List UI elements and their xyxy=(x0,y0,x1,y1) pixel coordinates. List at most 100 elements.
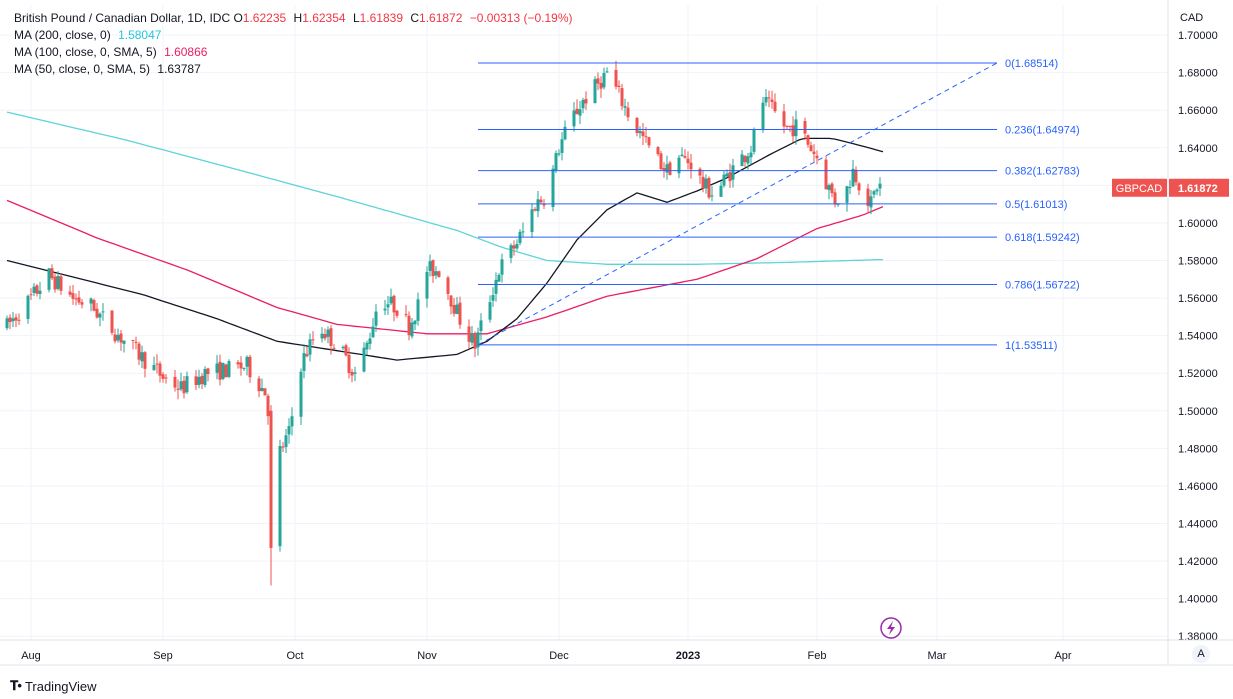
candle-body xyxy=(680,154,684,157)
candle-body xyxy=(854,169,858,183)
price-tick-label: 1.66000 xyxy=(1178,105,1218,117)
time-tick-label: Sep xyxy=(153,650,173,662)
candle-body xyxy=(182,380,186,394)
candle-body xyxy=(491,295,495,301)
candle-body xyxy=(698,168,702,176)
candle-body xyxy=(176,388,180,390)
candle-body xyxy=(581,99,585,109)
ma50-legend[interactable]: MA (50, close, 0, SMA, 5) 1.63787 xyxy=(14,61,577,78)
candle-body xyxy=(134,342,138,344)
ohlc-row: British Pound / Canadian Dollar, 1D, IDC… xyxy=(14,10,577,27)
candle-body xyxy=(173,376,177,388)
price-tick-label: 1.70000 xyxy=(1178,30,1218,42)
candle-body xyxy=(617,85,621,87)
candle-body xyxy=(257,378,261,392)
candle-body xyxy=(131,340,135,342)
candle-body xyxy=(845,186,849,203)
candle-body xyxy=(704,178,708,189)
candle-body xyxy=(362,347,366,372)
candle-body xyxy=(701,176,705,189)
ma100-value: 1.60866 xyxy=(164,45,208,59)
candle-body xyxy=(263,388,267,396)
candle-body xyxy=(236,362,240,365)
candle-body xyxy=(668,162,672,176)
candle-body xyxy=(614,70,618,87)
fib-level-label: 1(1.53511) xyxy=(1005,340,1057,352)
ma200-value: 1.58047 xyxy=(118,28,162,42)
candle-body xyxy=(833,192,837,205)
candle-body xyxy=(38,290,42,294)
candle-body xyxy=(602,73,606,88)
candle-body xyxy=(326,329,330,337)
candle-body xyxy=(245,356,249,367)
candle-body xyxy=(389,296,393,304)
time-tick-label: Feb xyxy=(808,650,827,662)
candle-body xyxy=(515,243,519,249)
candle-body xyxy=(158,363,162,376)
candle-body xyxy=(56,276,60,289)
candle-body xyxy=(488,302,492,320)
time-tick-label: Aug xyxy=(21,650,41,662)
candle-body xyxy=(116,334,120,341)
candle-body xyxy=(95,308,99,318)
candle-body xyxy=(623,106,627,108)
candle-body xyxy=(305,354,309,357)
candle-body xyxy=(536,199,540,212)
price-tick-label: 1.52000 xyxy=(1178,368,1218,380)
price-tick-label: 1.42000 xyxy=(1178,556,1218,568)
symbol-title[interactable]: British Pound / Canadian Dollar, 1D, IDC xyxy=(14,11,231,25)
ma50-path xyxy=(6,137,884,361)
fibonacci-retracement[interactable]: 0(1.68514) 0.236(1.64974) 0.382(1.62783) 0.… xyxy=(477,58,1080,352)
grid xyxy=(0,5,1168,640)
open-label: O xyxy=(233,11,243,25)
price-tick-label: 1.50000 xyxy=(1178,406,1218,418)
ma50-value: 1.63787 xyxy=(157,62,201,76)
candle-body xyxy=(746,156,750,164)
flash-icon[interactable] xyxy=(880,617,902,639)
candle-body xyxy=(452,305,456,314)
ma200-path xyxy=(6,111,884,265)
symbol-badge-bg xyxy=(1112,178,1167,197)
candle-body xyxy=(791,125,795,137)
price-tick-label: 1.64000 xyxy=(1178,143,1218,155)
candle-body xyxy=(848,187,852,189)
candle-body xyxy=(92,300,96,311)
candle-body xyxy=(725,173,729,177)
candle-body xyxy=(767,97,771,99)
ma100-legend[interactable]: MA (100, close, 0, SMA, 5) 1.60866 xyxy=(14,44,577,61)
price-tick-label: 1.68000 xyxy=(1178,68,1218,80)
price-tick-label: 1.48000 xyxy=(1178,443,1218,455)
candle-body xyxy=(599,82,603,89)
candle-body xyxy=(47,268,51,290)
candles[interactable] xyxy=(5,60,882,586)
candle-body xyxy=(26,295,30,319)
price-axis[interactable]: CAD1.700001.680001.660001.640001.620001.… xyxy=(1167,0,1218,665)
time-tick-label: 2023 xyxy=(676,650,700,662)
change-value: −0.00313 (−0.19%) xyxy=(469,11,573,25)
tradingview-logo[interactable]: 𝐓• TradingView xyxy=(10,678,96,694)
candle-body xyxy=(227,361,231,377)
time-axis[interactable]: Aug Sep Oct Nov Dec 2023 Feb Mar Apr xyxy=(0,639,1233,666)
candle-body xyxy=(875,189,879,192)
price-tick-label: 1.58000 xyxy=(1178,256,1218,268)
candle-body xyxy=(530,209,534,233)
candle-body xyxy=(425,272,429,299)
ma200-legend[interactable]: MA (200, close, 0) 1.58047 xyxy=(14,27,577,44)
auto-scale-button[interactable]: A xyxy=(1192,645,1210,663)
candle-body xyxy=(185,376,189,393)
candle-body xyxy=(368,338,372,344)
candle-body xyxy=(878,183,882,189)
candle-body xyxy=(200,375,204,385)
candle-body xyxy=(194,376,198,386)
fib-level-label: 0.382(1.62783) xyxy=(1005,166,1080,178)
candle-body xyxy=(458,302,462,325)
candle-body xyxy=(749,152,753,158)
candle-body xyxy=(686,158,690,164)
candle-body xyxy=(137,343,141,360)
candle-body xyxy=(431,260,435,277)
time-tick-label: Oct xyxy=(286,650,303,662)
candle-body xyxy=(812,151,816,155)
candle-body xyxy=(689,162,693,170)
candle-body xyxy=(539,199,543,203)
ma50-label: MA (50, close, 0, SMA, 5) xyxy=(14,62,151,76)
